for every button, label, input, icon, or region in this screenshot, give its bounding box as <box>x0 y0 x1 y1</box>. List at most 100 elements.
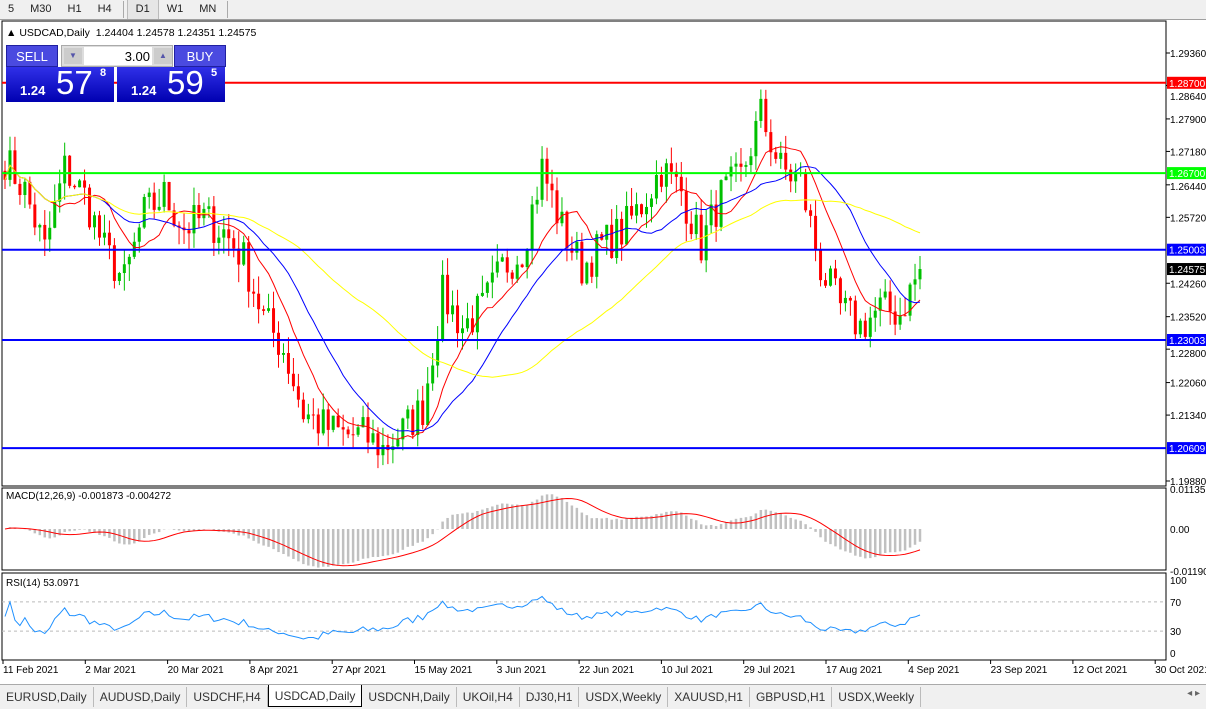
lot-size-stepper: ▼ ▲ <box>61 45 173 67</box>
buy-button[interactable]: BUY <box>174 45 226 67</box>
chart-tab[interactable]: USDCNH,Daily <box>362 687 457 707</box>
candle-body <box>326 409 330 430</box>
timeframe-h1[interactable]: H1 <box>67 3 82 15</box>
candle-body <box>371 433 375 443</box>
candle-body <box>192 204 196 234</box>
sell-price[interactable]: 1.24 57 8 <box>6 64 114 102</box>
candle-body <box>545 158 549 184</box>
candle-body <box>281 353 285 355</box>
buy-price[interactable]: 1.24 59 5 <box>117 64 225 102</box>
candle-body <box>311 414 315 416</box>
chart-tab[interactable]: USDCHF,H4 <box>187 687 268 707</box>
level-price-label: 1.28700 <box>1169 79 1206 90</box>
candle-body <box>565 211 569 249</box>
candle-body <box>331 415 335 430</box>
ohlc-values: 1.24404 1.24578 1.24351 1.24575 <box>95 27 257 39</box>
level-price-tag <box>1167 442 1206 455</box>
decrease-lot-button[interactable]: ▼ <box>64 48 82 64</box>
chart-tab[interactable]: DJ30,H1 <box>520 687 580 707</box>
timeframe-h4[interactable]: H4 <box>97 3 112 15</box>
chart-tab[interactable]: USDX,Weekly <box>832 687 922 707</box>
candle-body <box>456 305 460 334</box>
timeframe-m30[interactable]: M30 <box>30 3 52 15</box>
tab-scroll-arrows[interactable]: ◂ ▸ <box>1187 688 1200 699</box>
chart-tab[interactable]: USDX,Weekly <box>579 687 669 707</box>
candle-body <box>97 215 101 238</box>
chart-tab[interactable]: USDCAD,Daily <box>267 685 363 707</box>
candle-body <box>107 232 111 246</box>
ma-fast-line <box>4 146 921 440</box>
sell-button[interactable]: SELL <box>6 45 58 67</box>
rsi-line <box>4 595 921 640</box>
candle-body <box>441 274 445 341</box>
candle-body <box>883 291 887 298</box>
price-tick-label: 1.23520 <box>1170 313 1206 324</box>
candle-body <box>301 399 305 420</box>
chart-header: ▲ USDCAD,Daily 1.24404 1.24578 1.24351 1… <box>6 27 257 39</box>
price-tick-label: 1.21340 <box>1170 411 1206 422</box>
price-tick-label: 1.27180 <box>1170 147 1206 158</box>
timeframe-d1[interactable]: D1 <box>126 0 159 19</box>
candle-body <box>232 238 236 249</box>
candle-body <box>779 152 783 159</box>
candle-body <box>490 272 494 283</box>
candle-body <box>824 280 828 286</box>
level-price-label: 1.26700 <box>1169 169 1206 180</box>
candle-body <box>863 320 867 337</box>
candle-body <box>709 204 713 226</box>
price-tick-label: 1.26440 <box>1170 182 1206 193</box>
candle-body <box>396 439 400 447</box>
candle-body <box>888 291 892 312</box>
rsi-tick-label: 100 <box>1170 576 1187 587</box>
candle-body <box>754 120 758 157</box>
candle-body <box>500 257 504 262</box>
candle-body <box>436 340 440 366</box>
chart-tab[interactable]: AUDUSD,Daily <box>94 687 188 707</box>
timeframe-5[interactable]: 5 <box>8 3 15 15</box>
candle-body <box>237 248 241 265</box>
chart-tab[interactable]: GBPUSD,H1 <box>750 687 833 707</box>
candle-body <box>848 297 852 301</box>
date-label: 8 Apr 2021 <box>250 665 299 676</box>
candle-body <box>744 165 748 167</box>
candle-body <box>451 305 455 315</box>
candle-body <box>122 264 126 274</box>
chart-tab[interactable]: EURUSD,Daily <box>0 687 94 707</box>
chart-tab[interactable]: XAUUSD,H1 <box>668 687 750 707</box>
candle-body <box>843 297 847 304</box>
candle-body <box>794 173 798 182</box>
candle-body <box>630 205 634 216</box>
date-label: 2 Mar 2021 <box>85 665 136 676</box>
candle-body <box>759 98 763 121</box>
candle-body <box>520 264 524 268</box>
candle-body <box>172 210 176 226</box>
candle-body <box>679 176 683 192</box>
increase-lot-button[interactable]: ▲ <box>154 48 172 64</box>
candle-body <box>227 229 231 239</box>
chart-tab[interactable]: UKOil,H4 <box>457 687 520 707</box>
timeframe-mn[interactable]: MN <box>199 3 217 15</box>
candle-body <box>63 155 67 184</box>
timeframe-w1[interactable]: W1 <box>166 3 184 15</box>
candle-body <box>316 414 320 434</box>
candle-body <box>470 318 474 333</box>
candle-body <box>475 295 479 333</box>
candle-body <box>291 373 295 387</box>
candle-body <box>918 269 922 280</box>
date-label: 10 Jul 2021 <box>661 665 713 676</box>
date-label: 11 Feb 2021 <box>3 665 59 676</box>
candle-body <box>515 264 519 279</box>
main-pane <box>1 20 1167 487</box>
candle-body <box>749 156 753 166</box>
lot-size-input[interactable] <box>84 47 152 65</box>
price-chart[interactable]: 1.29360 1.28640 1.27900 1.27180 1.26440 1.257… <box>0 20 1206 682</box>
candle-body <box>152 192 156 210</box>
candle-body <box>346 429 350 435</box>
candle-body <box>252 291 256 294</box>
candle-body <box>669 163 673 172</box>
candle-body <box>819 249 823 281</box>
candle-body <box>3 170 7 180</box>
date-label: 23 Sep 2021 <box>991 665 1048 676</box>
candle-body <box>187 230 191 234</box>
current-price-label: 1.24575 <box>1169 265 1206 276</box>
